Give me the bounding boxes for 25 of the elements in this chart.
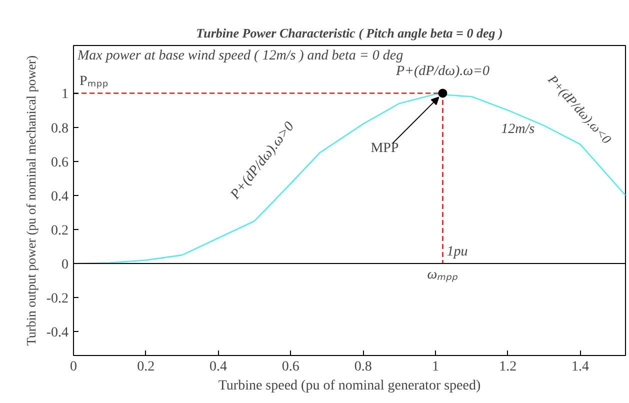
annotation: MPP [370,141,399,156]
annotation: P+(dP/dω).ω=0 [394,64,490,80]
x-tick-label: 1.2 [499,360,517,374]
y-tick-label: 0 [62,258,68,273]
y-tick-label: 0.4 [51,189,68,204]
y-tick-label: 0.8 [51,121,68,136]
x-tick-label: 1 [432,360,439,374]
x-tick-label: 0.2 [137,360,155,374]
annotation: ωₘₚₚ [427,268,458,283]
y-tick-label: 0.6 [51,155,68,170]
chart-title: Turbine Power Characteristic ( Pitch angle beta = 0 deg ) [196,26,503,40]
annotation: Pₘₚₚ [80,74,108,90]
annotation: Max power at base wind speed ( 12m/s ) and beta = 0 deg [76,48,404,64]
x-tick-label: 1.4 [572,360,590,374]
x-tick-label: 0.6 [282,360,300,374]
annotation: 12m/s [501,122,536,138]
y-tick-label: -0.4 [46,326,69,341]
annotation: 1pu [446,244,468,260]
y-tick-label: 0.2 [51,223,68,238]
y-axis-title: Turbin output power (pu of nominal mechanical power) [23,55,38,346]
y-tick-label: 1 [62,87,68,102]
x-tick-label: 0.8 [354,360,372,374]
x-axis-title: Turbine speed (pu of nominal generator speed) [218,378,481,394]
y-tick-label: -0.2 [46,292,69,307]
x-tick-label: 0.4 [210,360,228,374]
